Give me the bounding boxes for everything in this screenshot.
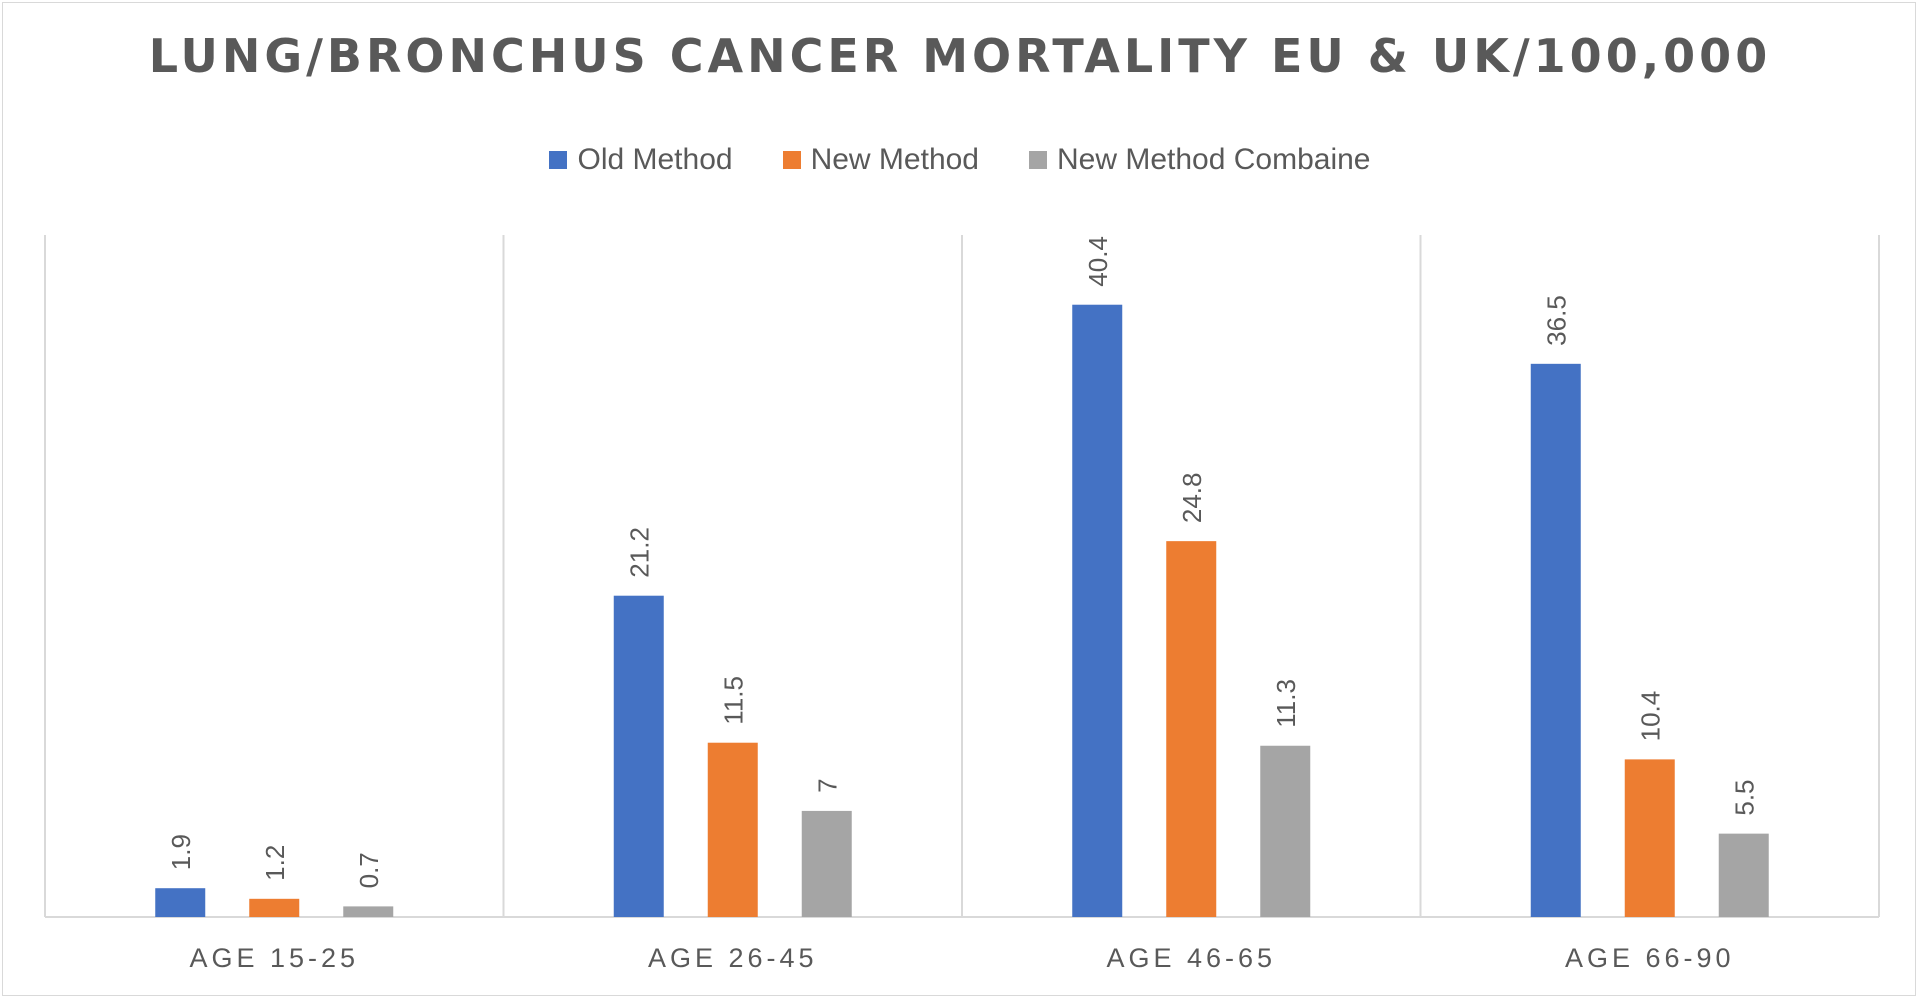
bar [707,742,758,917]
data-label: 21.2 [625,527,655,578]
legend-item-new-method: New Method [782,143,979,177]
legend-label-old-method: Old Method [577,143,733,176]
x-tick-label: AGE 46-65 [1106,943,1276,973]
bar [1166,541,1217,917]
bar [613,595,664,917]
bar [1260,745,1311,917]
data-label: 7 [813,778,843,792]
legend-swatch-old-method [549,151,568,169]
data-label: 40.4 [1083,236,1113,287]
data-label: 1.2 [260,845,290,881]
bar [1072,304,1123,917]
bar [1718,833,1769,917]
bar [1530,363,1581,917]
legend-item-old-method: Old Method [549,143,733,177]
data-label: 1.9 [166,834,196,870]
x-tick-label: AGE 15-25 [189,943,359,973]
bar [155,888,206,917]
legend-label-new-method-combaine: New Method Combaine [1057,143,1371,176]
legend-item-new-method-combaine: New Method Combaine [1029,143,1371,177]
data-label: 11.5 [719,676,749,725]
data-label: 24.8 [1177,473,1207,524]
legend-label-new-method: New Method [810,143,979,176]
plot-area: 1.9 1.2 0.7 AGE 15-25 21.2 11.5 7 AGE 26-45 40.4… [44,235,1880,973]
x-tick-label: AGE 66-90 [1565,943,1735,973]
data-label: 36.5 [1542,295,1572,346]
legend-swatch-new-method-combaine [1029,151,1047,169]
bar [1624,759,1675,917]
bar [343,906,394,917]
data-label: 11.3 [1271,679,1301,728]
chart-title: LUNG/BRONCHUS CANCER MORTALITY EU & UK/1… [148,29,1772,83]
data-label: 10.4 [1636,691,1666,742]
data-label: 5.5 [1730,779,1760,815]
x-tick-label: AGE 26-45 [648,943,818,973]
data-label: 0.7 [354,852,384,888]
bar [801,810,852,917]
bar [249,898,300,917]
legend-swatch-new-method [782,151,801,169]
legend: Old Method New Method New Method Combain… [3,143,1917,177]
